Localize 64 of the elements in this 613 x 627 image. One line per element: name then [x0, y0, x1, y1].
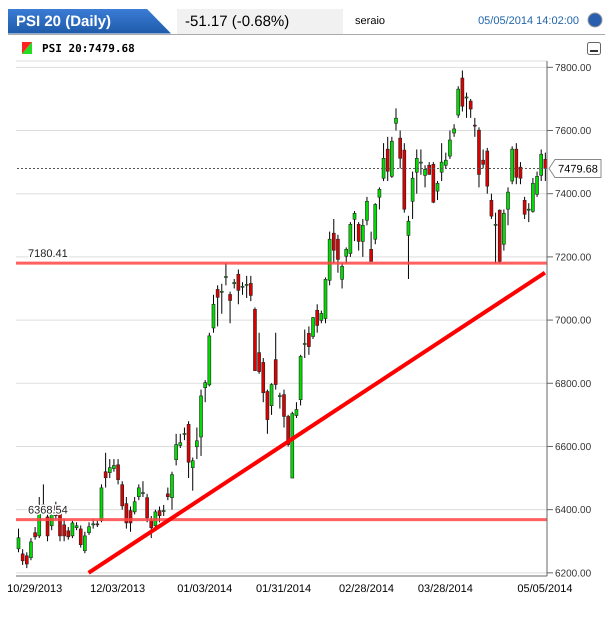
candlestick	[162, 504, 166, 516]
candlestick	[104, 452, 108, 488]
candlestick	[244, 275, 248, 298]
text: 05/05/2014 14:02:00	[478, 15, 579, 27]
candlestick	[410, 171, 414, 220]
candlestick	[78, 524, 83, 548]
x-tick-label: 05/05/2014	[517, 582, 572, 595]
y-tick-label: 7200.00	[555, 252, 592, 264]
chart-title: PSI 20 (Daily)	[8, 8, 172, 34]
candlestick	[249, 275, 253, 302]
candlestick	[468, 98, 472, 118]
x-tick-label: 03/28/2014	[418, 582, 473, 595]
candlestick	[158, 506, 162, 523]
candlestick	[452, 124, 456, 138]
candlestick	[340, 262, 344, 289]
candlestick	[440, 142, 444, 182]
candlestick	[419, 148, 423, 176]
y-tick-label: 6800.00	[555, 378, 592, 390]
candlestick	[70, 520, 74, 539]
candlestick	[369, 231, 373, 262]
ref-line-label: 7180.41	[28, 248, 68, 260]
candlestick	[490, 193, 494, 220]
y-tick-label: 7000.00	[555, 316, 592, 327]
candlestick	[174, 433, 178, 466]
candlestick	[522, 196, 526, 220]
text: PSI 20:7479.68	[42, 42, 135, 54]
x-tick-label: 01/03/2014	[177, 582, 232, 595]
y-tick-label: 6400.00	[555, 505, 592, 516]
x-tick-label: 12/03/2013	[90, 582, 146, 595]
y-tick-label: 6200.00	[555, 568, 592, 580]
candlestick	[394, 108, 398, 132]
candlestick	[315, 304, 319, 334]
x-tick-label: 02/28/2014	[339, 582, 394, 595]
candlestick	[216, 284, 220, 327]
candlestick	[20, 548, 24, 566]
text: seraio	[355, 15, 386, 27]
candlestick	[220, 283, 224, 314]
candlestick	[414, 148, 419, 194]
candlestick	[224, 262, 228, 286]
candlestick	[228, 291, 232, 324]
candlestick	[236, 269, 240, 305]
y-tick-label: 7800.00	[555, 62, 592, 74]
candlestick	[406, 215, 410, 280]
candlestick	[378, 186, 382, 210]
ref-line-label: 7479.68	[558, 164, 598, 176]
candlestick	[494, 212, 498, 264]
chart-subtitle: -51.17 (-0.68%)	[177, 8, 344, 34]
candlestick	[145, 493, 149, 523]
candlestick	[386, 136, 390, 182]
y-tick-label: 6600.00	[555, 442, 592, 454]
candlestick	[66, 526, 70, 540]
candlestick	[116, 458, 120, 485]
x-tick-label: 10/29/2013	[7, 582, 62, 595]
candlestick	[108, 458, 112, 479]
candlestick	[506, 186, 510, 226]
candlestick	[356, 222, 360, 252]
y-tick-label: 7400.00	[555, 189, 592, 200]
candlestick	[16, 528, 20, 553]
y-tick-label: 7600.00	[555, 126, 592, 138]
candlestick	[137, 484, 141, 501]
x-tick-label: 01/31/2014	[256, 582, 312, 595]
candlestick	[352, 210, 356, 242]
candlestick	[170, 471, 174, 510]
candlestick	[141, 480, 145, 498]
